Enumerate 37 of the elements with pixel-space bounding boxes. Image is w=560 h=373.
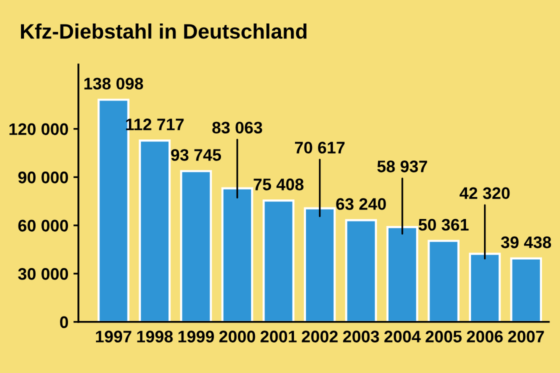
bar: [345, 219, 377, 322]
bar: [468, 252, 501, 322]
y-tick-label: 0: [60, 316, 68, 328]
x-tick-label: 2003: [343, 330, 379, 342]
x-tick-label: 1997: [96, 330, 132, 342]
x-tick-label: 2000: [219, 330, 256, 342]
data-label: 83 063: [212, 122, 262, 134]
y-tick-label: 90 000: [18, 172, 68, 184]
x-tick-label: 2006: [466, 330, 503, 342]
y-tick-label: 60 000: [18, 220, 68, 232]
data-label: 93 745: [171, 149, 222, 161]
bar: [180, 170, 212, 322]
x-tick-label: 2005: [426, 330, 462, 342]
x-tick-label: 2004: [384, 330, 421, 342]
bar: [304, 207, 336, 322]
data-label: 63 240: [336, 198, 386, 210]
y-tick-label: 120 000: [9, 123, 68, 136]
bar: [138, 140, 171, 322]
bar: [386, 226, 418, 322]
x-tick-label: 2002: [302, 330, 338, 342]
bar: [262, 200, 294, 322]
x-tick-label: 2007: [508, 330, 544, 342]
y-tick-label: 30 000: [18, 268, 68, 280]
data-label: 70 617: [295, 142, 345, 154]
data-label: 75 408: [254, 178, 304, 190]
data-label: 50 361: [418, 218, 469, 231]
data-label: 138 098: [84, 78, 144, 90]
data-label: 58 937: [377, 160, 428, 172]
data-label: 39 438: [501, 236, 552, 248]
x-tick-label: 1998: [137, 330, 173, 342]
chart-title: Kfz-Diebstahl in Deutschland: [20, 23, 306, 39]
bar: [221, 187, 254, 322]
bar: [510, 257, 542, 322]
x-tick-label: 2001: [260, 330, 297, 342]
bar: [428, 240, 460, 322]
data-label: 42 320: [460, 187, 510, 200]
x-tick-label: 1999: [178, 330, 214, 342]
